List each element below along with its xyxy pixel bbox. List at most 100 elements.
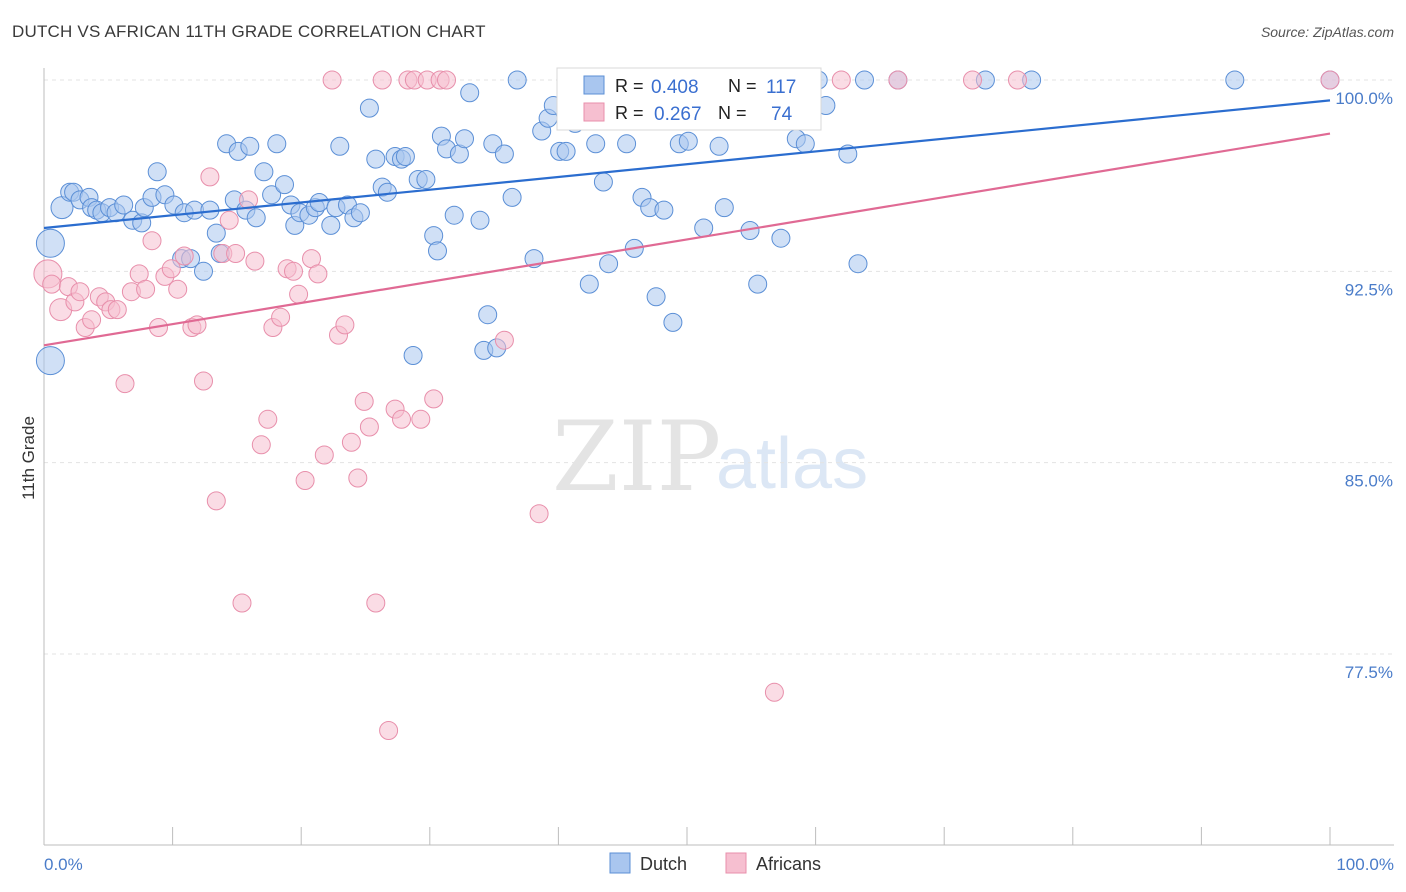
data-point — [35, 228, 65, 258]
data-point — [556, 141, 576, 161]
data-point — [963, 70, 982, 90]
data-point — [888, 70, 908, 90]
data-point — [254, 162, 274, 182]
africans-trend-line — [43, 132, 1331, 347]
stats-box: R = 0.408 N = 117 R = 0.267 N = 74 — [556, 67, 822, 131]
data-point — [795, 134, 815, 154]
data-point — [107, 300, 127, 320]
data-point — [115, 374, 135, 394]
watermark-zip: ZIP — [552, 401, 721, 513]
data-point — [35, 346, 65, 376]
y-tick-label: 77.5% — [1345, 663, 1393, 682]
data-point — [366, 149, 386, 169]
data-point — [321, 215, 341, 235]
data-point — [411, 409, 431, 429]
stats-dutch-n-label: N = — [728, 76, 757, 96]
data-point — [424, 389, 444, 409]
data-point — [348, 468, 368, 488]
data-point — [194, 371, 213, 391]
trend-lines — [43, 99, 1331, 347]
data-point — [460, 83, 480, 103]
data-point — [267, 134, 287, 154]
data-point — [529, 504, 549, 524]
data-point — [654, 200, 674, 220]
data-point — [284, 261, 303, 281]
data-point — [275, 175, 294, 195]
data-point — [136, 279, 156, 299]
data-point — [748, 274, 768, 294]
data-point — [200, 167, 220, 187]
data-point — [848, 254, 868, 274]
legend-swatch-dutch — [609, 852, 631, 874]
data-point — [403, 346, 423, 365]
data-point — [392, 409, 411, 429]
data-point — [678, 131, 698, 151]
data-point — [494, 144, 514, 164]
stats-africans-r-label: R = — [615, 103, 644, 123]
data-point — [245, 251, 265, 271]
stats-swatch-africans — [583, 102, 605, 122]
data-point — [1225, 70, 1245, 90]
data-point — [246, 208, 266, 228]
data-point — [663, 312, 683, 332]
legend-label-africans: Africans — [756, 854, 821, 874]
data-point — [593, 172, 613, 192]
stats-swatch-dutch — [583, 75, 605, 95]
data-point — [161, 259, 181, 279]
data-point — [206, 491, 226, 511]
data-point — [335, 315, 355, 335]
data-point — [478, 305, 498, 325]
data-point — [309, 193, 329, 212]
data-point — [455, 129, 474, 149]
y-tick-label: 92.5% — [1345, 280, 1393, 299]
data-point — [206, 223, 226, 243]
data-point — [470, 210, 490, 230]
y-tick-label: 85.0% — [1345, 472, 1393, 491]
data-point — [372, 70, 392, 90]
data-point — [579, 274, 599, 294]
dutch-points — [35, 70, 1340, 376]
data-point — [174, 246, 194, 266]
data-point — [714, 198, 734, 218]
watermark-atlas: atlas — [716, 424, 868, 504]
data-point — [354, 391, 374, 411]
data-point — [114, 195, 134, 215]
data-point — [232, 593, 252, 613]
stats-africans-n-value: 74 — [771, 104, 793, 125]
stats-dutch-r-label: R = — [615, 76, 644, 96]
data-point — [855, 70, 874, 90]
data-point — [359, 417, 379, 437]
data-point — [350, 203, 370, 223]
data-point — [764, 682, 784, 702]
data-point — [379, 721, 399, 740]
data-point — [314, 445, 334, 465]
data-point — [226, 244, 246, 263]
data-point — [507, 70, 527, 90]
y-tick-label: 100.0% — [1335, 89, 1393, 108]
stats-dutch-n-value: 117 — [766, 77, 796, 98]
data-point — [599, 254, 619, 274]
data-point — [502, 187, 522, 207]
data-point — [251, 435, 271, 455]
legend: Dutch Africans — [609, 852, 821, 874]
data-point — [437, 70, 456, 90]
data-point — [366, 593, 386, 613]
x-tick-label-max: 100.0% — [1336, 855, 1394, 874]
x-tick-label-min: 0.0% — [44, 855, 83, 874]
data-point — [771, 228, 791, 248]
data-point — [494, 330, 514, 350]
data-point — [147, 162, 167, 182]
data-point — [289, 284, 309, 304]
data-point — [168, 279, 188, 299]
data-point — [308, 264, 328, 284]
data-point — [646, 287, 666, 307]
data-point — [330, 136, 350, 156]
x-ticks — [43, 827, 1331, 845]
data-point — [194, 261, 213, 281]
source-credit: Source: ZipAtlas.com — [1260, 24, 1394, 40]
grid-lines — [44, 79, 1394, 655]
chart-title: DUTCH VS AFRICAN 11TH GRADE CORRELATION … — [12, 22, 486, 41]
data-point — [142, 231, 162, 251]
dutch-trend-line — [43, 99, 1331, 230]
